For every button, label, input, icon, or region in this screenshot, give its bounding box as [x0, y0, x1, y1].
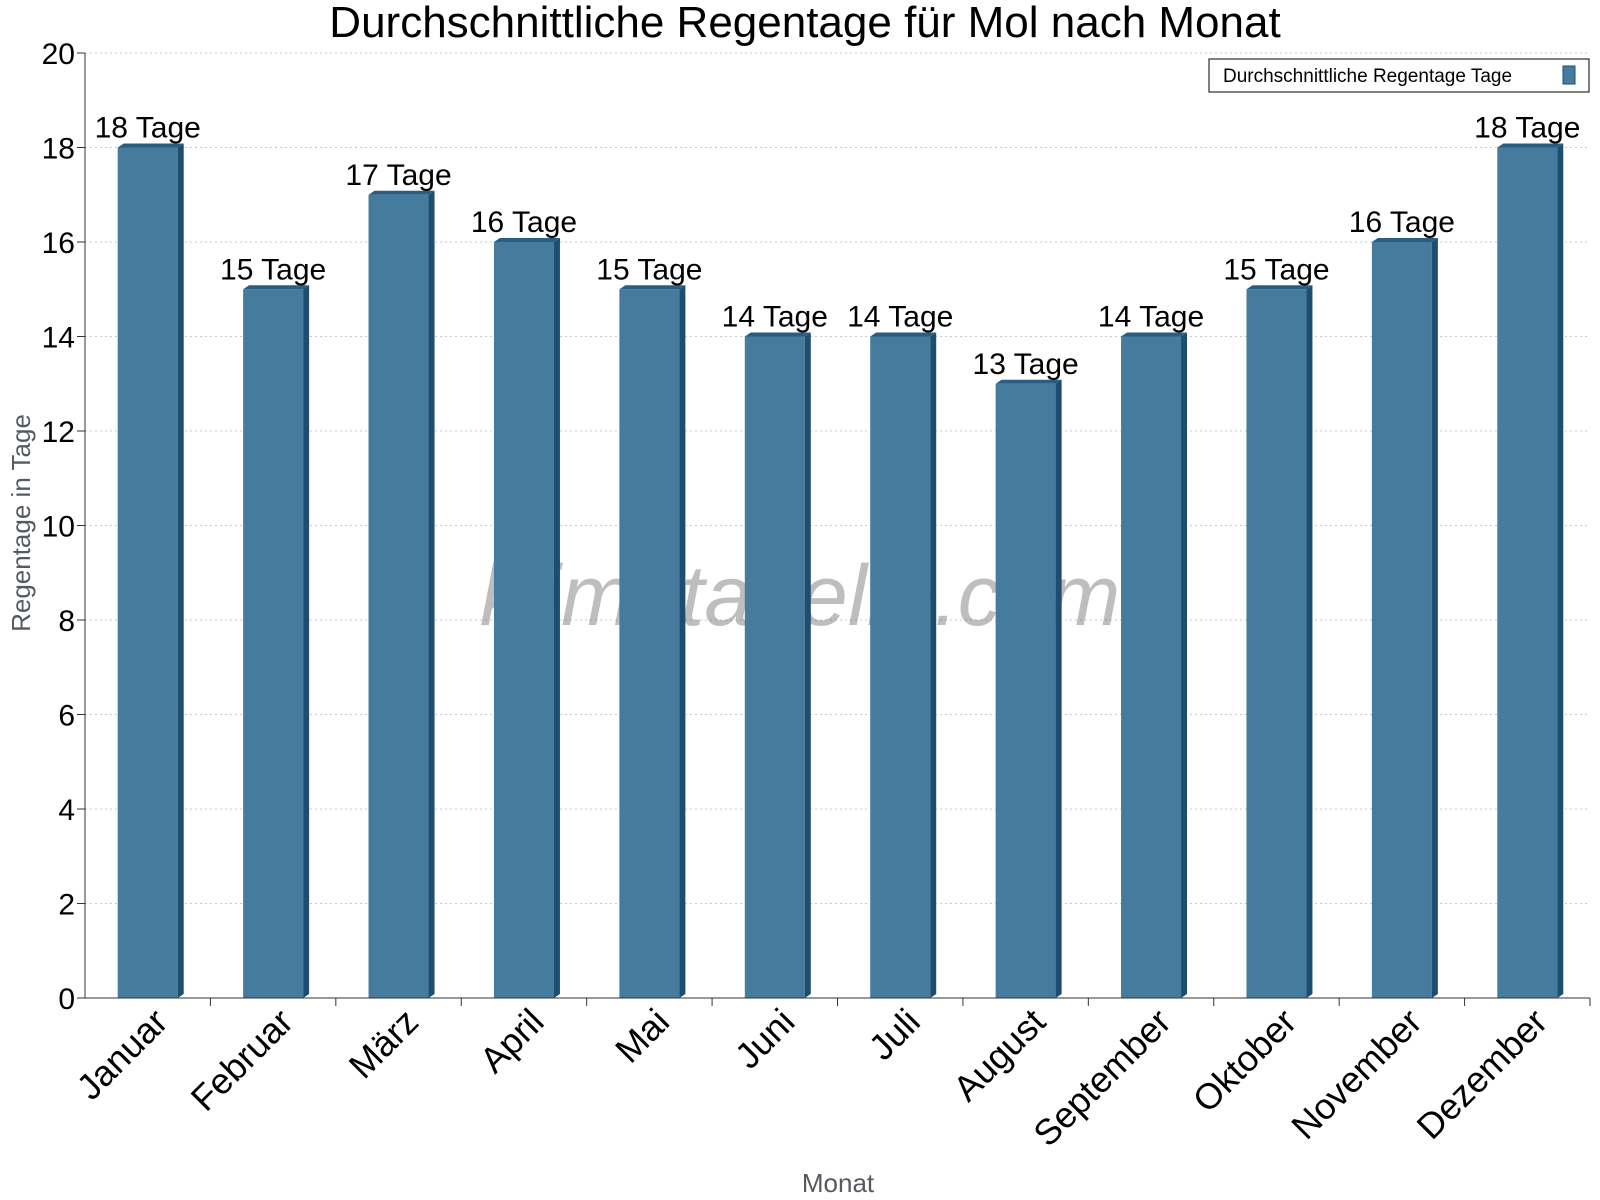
- bar: [1121, 332, 1188, 998]
- bar: [870, 332, 937, 998]
- bar-data-label: 15 Tage: [1223, 253, 1329, 286]
- bar: [117, 143, 184, 998]
- bar-side: [804, 332, 811, 998]
- bar-top: [117, 143, 184, 148]
- y-tick-label: 8: [58, 605, 75, 638]
- bar-front: [619, 289, 680, 998]
- bar-top: [619, 285, 686, 290]
- y-tick-label: 14: [42, 322, 75, 355]
- bar-front: [1497, 147, 1558, 998]
- bar-top: [493, 238, 560, 242]
- bar: [243, 285, 310, 998]
- y-tick-label: 0: [58, 983, 75, 1016]
- x-tick-label: Januar: [69, 1001, 176, 1108]
- bar-front: [1246, 289, 1307, 998]
- bar-front: [243, 289, 304, 998]
- bar-data-label: 14 Tage: [1098, 301, 1204, 334]
- y-tick-label: 20: [42, 38, 75, 71]
- bar: [493, 238, 560, 998]
- bar-front: [368, 194, 429, 998]
- x-tick-label: Dezember: [1409, 1001, 1555, 1147]
- y-tick-label: 12: [42, 416, 75, 449]
- bar: [744, 332, 811, 998]
- bar-top: [243, 285, 310, 290]
- legend-swatch: [1562, 65, 1576, 85]
- x-tick-label: September: [1025, 1001, 1179, 1155]
- bar-side: [1306, 285, 1313, 998]
- bar: [995, 379, 1062, 998]
- bar-front: [995, 383, 1056, 998]
- x-tick-label: November: [1283, 1001, 1429, 1147]
- bar-data-label: 14 Tage: [847, 301, 953, 334]
- bar-front: [493, 242, 554, 998]
- y-tick-label: 18: [42, 133, 75, 166]
- bar-side: [1557, 143, 1564, 998]
- bar-front: [1121, 336, 1182, 998]
- bar: [368, 190, 435, 998]
- bar-top: [1497, 143, 1564, 148]
- bar-front: [744, 336, 805, 998]
- bar-side: [428, 190, 435, 998]
- bar-top: [1246, 285, 1313, 290]
- bar-top: [368, 190, 435, 195]
- x-tick-label: Juli: [861, 1001, 928, 1068]
- bar-data-label: 13 Tage: [973, 348, 1079, 381]
- x-tick-label: Juni: [727, 1001, 803, 1077]
- bar-data-label: 16 Tage: [471, 206, 577, 239]
- bar-top: [1121, 332, 1188, 337]
- x-axis-label: Monat: [802, 1168, 875, 1198]
- bar-top: [1371, 238, 1438, 242]
- bar-side: [177, 143, 184, 998]
- bar-side: [303, 285, 310, 998]
- bar-side: [1181, 332, 1188, 998]
- x-tick-label: April: [472, 1001, 552, 1081]
- x-tick-label: März: [341, 1001, 427, 1087]
- grid: [85, 52, 1590, 904]
- bar-front: [1371, 242, 1432, 998]
- y-tick-label: 10: [42, 511, 75, 544]
- bar: [1371, 238, 1438, 998]
- x-tick-label: August: [945, 1001, 1053, 1109]
- bar: [619, 285, 686, 998]
- bar-data-label: 18 Tage: [95, 112, 201, 145]
- bar-data-label: 15 Tage: [596, 253, 702, 286]
- bar-front: [870, 336, 931, 998]
- bar-data-label: 18 Tage: [1474, 112, 1580, 145]
- y-tick-label: 6: [58, 700, 75, 733]
- bar-side: [1055, 379, 1062, 998]
- chart-title: Durchschnittliche Regentage für Mol nach…: [329, 0, 1280, 47]
- bar-top: [744, 332, 811, 337]
- legend-label: Durchschnittliche Regentage Tage: [1223, 66, 1512, 87]
- y-tick-label: 2: [58, 889, 75, 922]
- bar-side: [553, 238, 560, 998]
- y-axis-label: Regentage in Tage: [6, 414, 36, 632]
- x-tick-label: Mai: [607, 1001, 677, 1071]
- bar: [1497, 143, 1564, 998]
- x-tick-label: Oktober: [1185, 1001, 1305, 1121]
- bars: [117, 143, 1564, 998]
- y-tick-label: 16: [42, 227, 75, 260]
- bar-data-label: 14 Tage: [722, 301, 828, 334]
- bar-data-label: 15 Tage: [220, 253, 326, 286]
- bar-side: [1431, 238, 1438, 998]
- bar-side: [930, 332, 937, 998]
- y-tick-label: 4: [58, 794, 75, 827]
- bar-side: [679, 285, 686, 998]
- bar-top: [870, 332, 937, 337]
- bar-top: [995, 379, 1062, 384]
- legend-box: [1208, 58, 1590, 93]
- bar-data-label: 17 Tage: [345, 159, 451, 192]
- bar-labels: 18 Tage 15 Tage 17 Tage 16 Tage 15 Tage 14 Ta…: [95, 112, 1581, 381]
- bar-data-label: 16 Tage: [1349, 206, 1455, 239]
- legend: Durchschnittliche Regentage Tage: [1208, 58, 1590, 93]
- bar-front: [117, 147, 178, 998]
- x-tick-label: Februar: [183, 1001, 301, 1119]
- bar: [1246, 285, 1313, 998]
